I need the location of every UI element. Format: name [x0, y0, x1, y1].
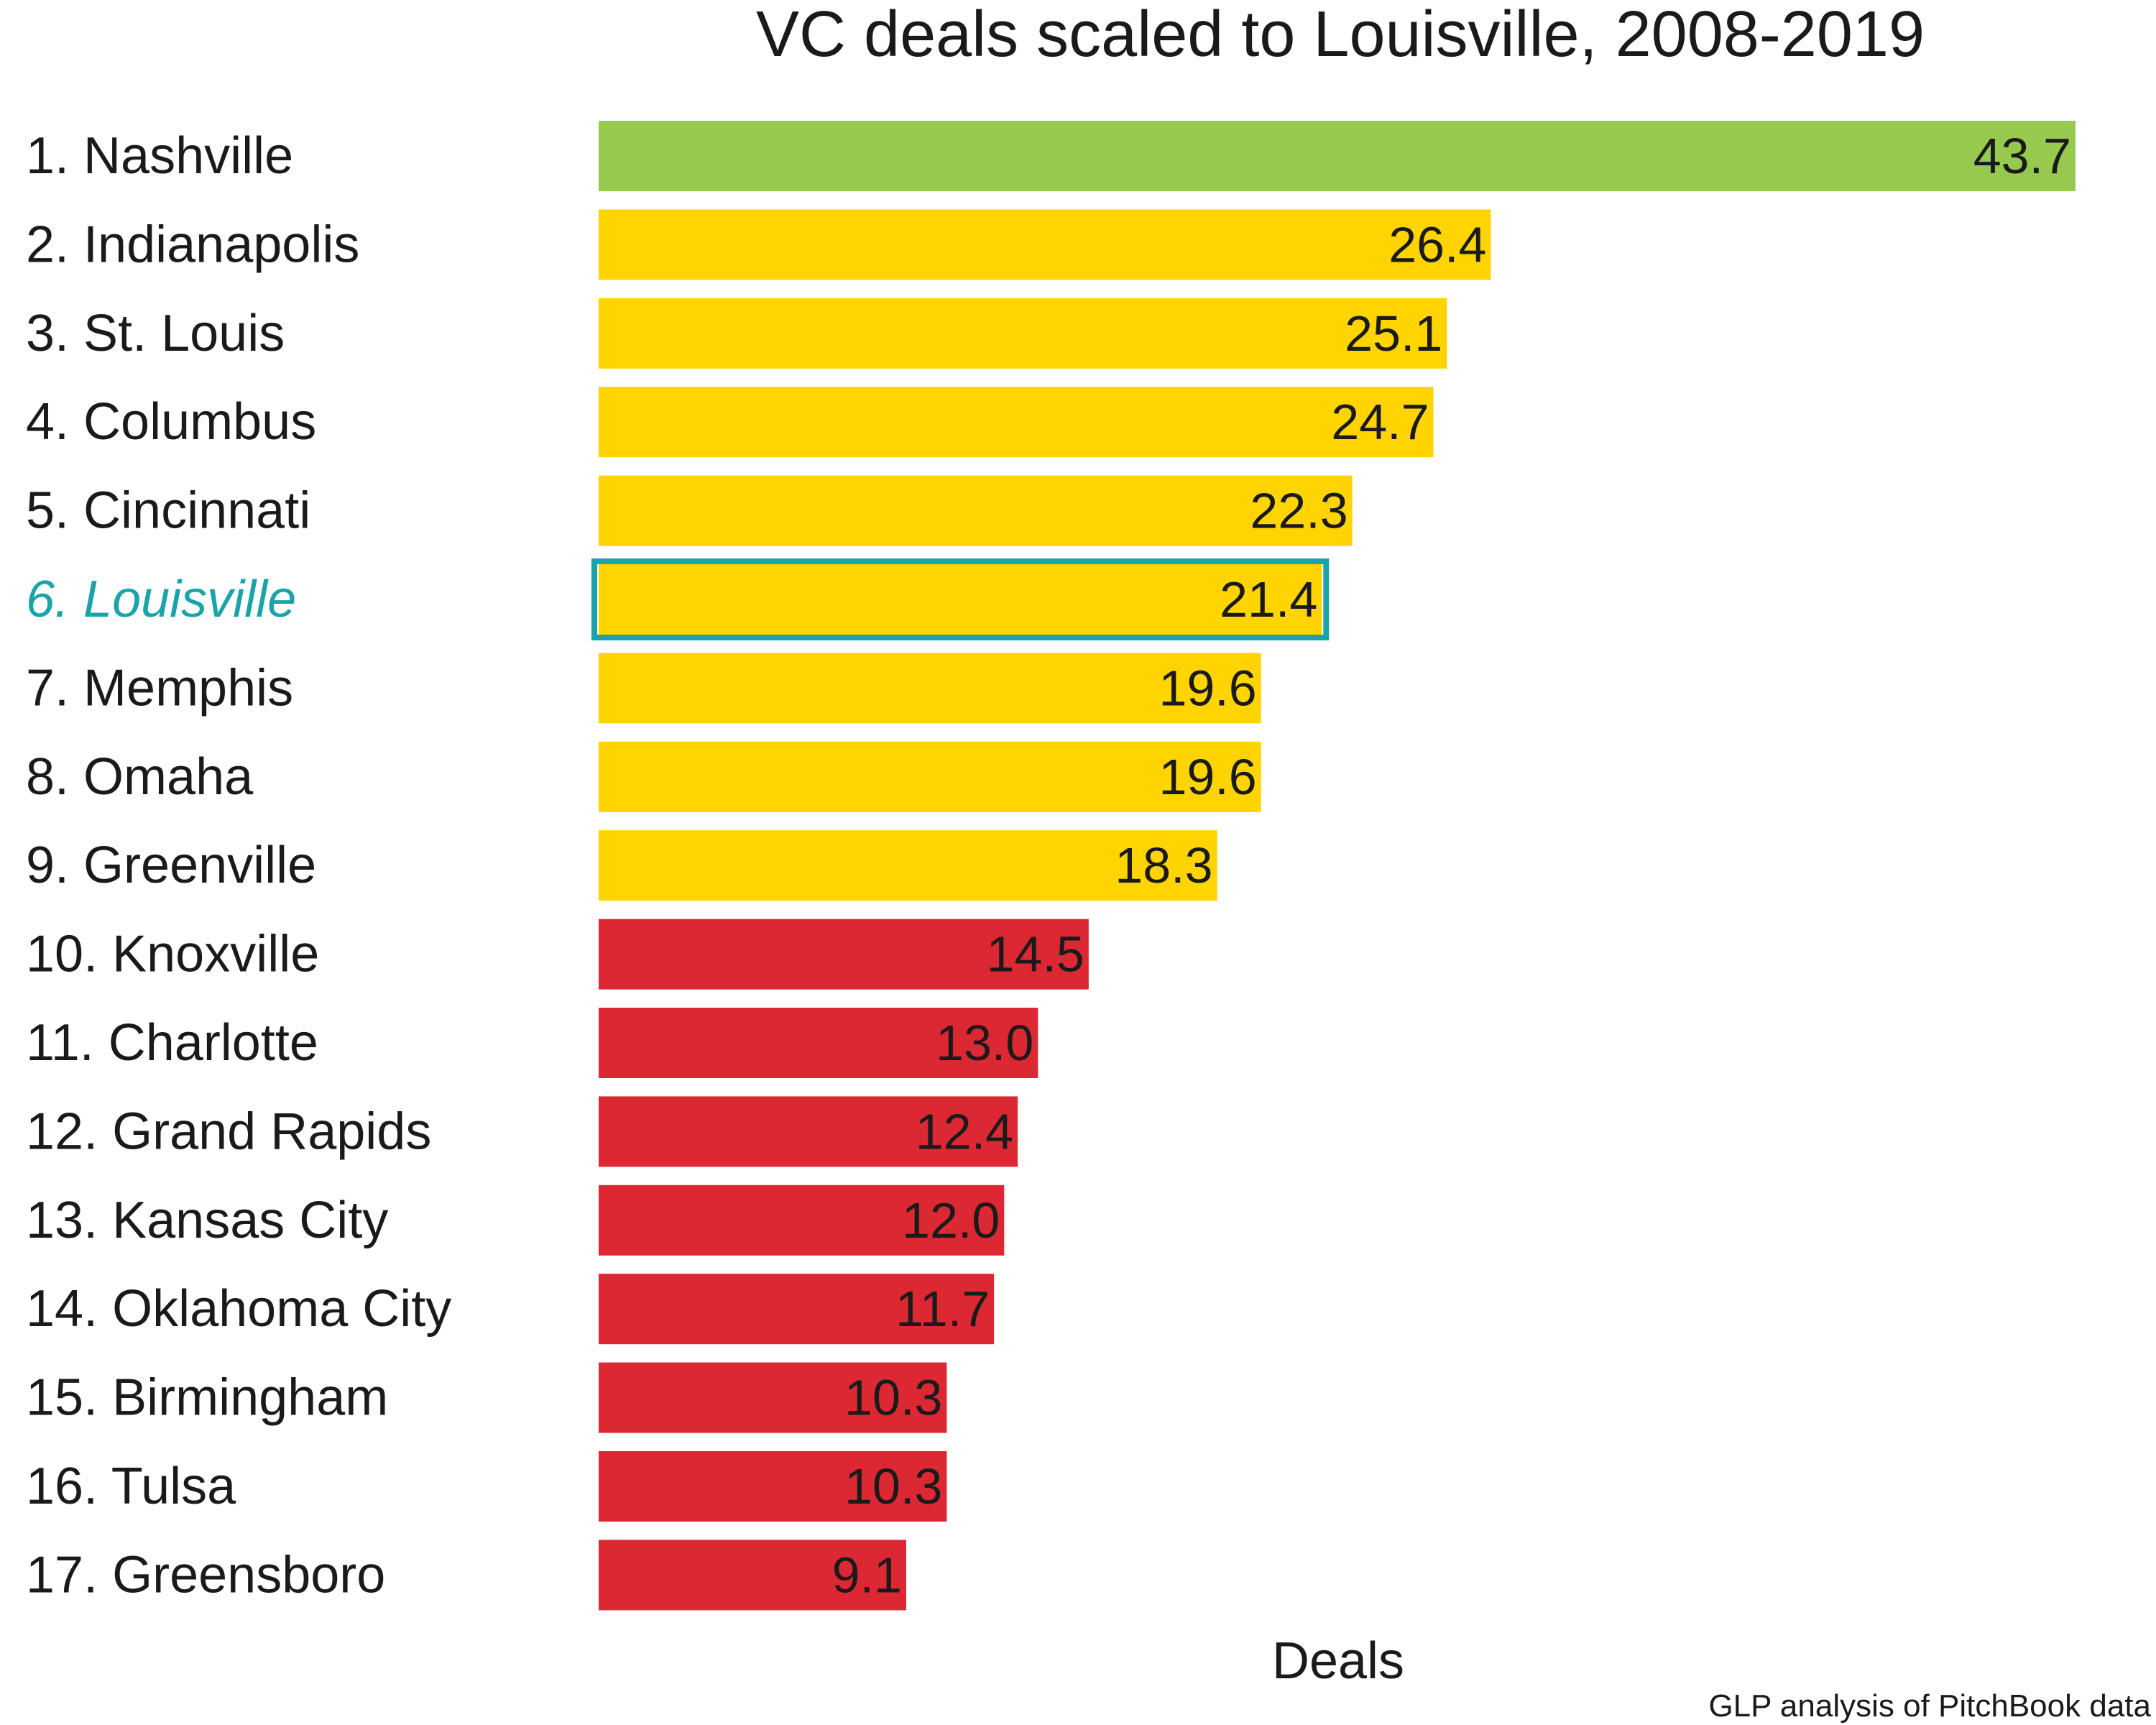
- category-label-tulsa: 16. Tulsa: [26, 1458, 236, 1515]
- bar-greensboro: [599, 1540, 906, 1611]
- bar-memphis: [599, 653, 1261, 724]
- category-label-greenville: 9. Greenville: [26, 837, 316, 894]
- value-label-st-louis: 25.1: [1345, 305, 1442, 362]
- value-label-grand-rapids: 12.4: [916, 1103, 1013, 1159]
- bar-st-louis: [599, 298, 1447, 369]
- category-labels: 1. Nashville 2. Indianapolis 3. St. Louis 4…: [26, 127, 451, 1604]
- bar-birmingham: [599, 1362, 947, 1433]
- category-label-st-louis: 3. St. Louis: [26, 305, 285, 362]
- louisville-highlight-box: [591, 558, 1330, 640]
- category-label-cincinnati: 5. Cincinnati: [26, 482, 310, 540]
- value-label-greensboro: 9.1: [832, 1547, 902, 1603]
- bar-tulsa: [599, 1451, 947, 1522]
- bar-nashville: [599, 121, 2076, 191]
- value-label-indianapolis: 26.4: [1388, 216, 1486, 272]
- source-note: GLP analysis of PitchBook data: [1708, 1688, 2151, 1724]
- bar-indianapolis: [599, 209, 1491, 280]
- chart-title: VC deals scaled to Louisville, 2008-2019: [756, 0, 1925, 70]
- value-label-oklahoma-city: 11.7: [895, 1281, 990, 1337]
- bar-knoxville: [599, 919, 1089, 990]
- value-label-tulsa: 10.3: [844, 1458, 942, 1514]
- category-label-knoxville: 10. Knoxville: [26, 926, 319, 983]
- value-label-louisville: 21.4: [1220, 571, 1317, 627]
- value-label-columbus: 24.7: [1331, 394, 1429, 450]
- value-label-memphis: 19.6: [1158, 660, 1256, 716]
- category-label-nashville: 1. Nashville: [26, 127, 293, 185]
- bar-greenville: [599, 830, 1217, 901]
- category-label-louisville: 6. Louisville: [26, 571, 296, 628]
- value-label-charlotte: 13.0: [936, 1015, 1033, 1071]
- bar-omaha: [599, 741, 1261, 812]
- value-label-birmingham: 10.3: [844, 1370, 942, 1426]
- category-label-charlotte: 11. Charlotte: [26, 1014, 318, 1072]
- bar-grand-rapids: [599, 1096, 1018, 1167]
- bar-oklahoma-city: [599, 1274, 995, 1345]
- bar-cincinnati: [599, 475, 1353, 546]
- category-label-greensboro: 17. Greensboro: [26, 1546, 385, 1604]
- value-label-omaha: 19.6: [1158, 749, 1256, 805]
- category-label-grand-rapids: 12. Grand Rapids: [26, 1103, 431, 1160]
- category-label-oklahoma-city: 14. Oklahoma City: [26, 1280, 451, 1338]
- bar-kansas-city: [599, 1184, 1005, 1256]
- value-labels: 43.7 26.4 25.1 24.7 22.3 21.4 19.6 19.6 18.3 14.5…: [832, 128, 2071, 1603]
- category-label-kansas-city: 13. Kansas City: [26, 1192, 388, 1249]
- bar-louisville: [599, 564, 1322, 635]
- category-label-columbus: 4. Columbus: [26, 393, 316, 451]
- category-label-indianapolis: 2. Indianapolis: [26, 216, 359, 273]
- value-label-nashville: 43.7: [1973, 128, 2071, 184]
- bars-group: [599, 121, 2076, 1611]
- value-label-cincinnati: 22.3: [1250, 483, 1348, 539]
- value-label-kansas-city: 12.0: [902, 1192, 1000, 1248]
- value-label-greenville: 18.3: [1115, 837, 1212, 893]
- bar-charlotte: [599, 1008, 1038, 1078]
- bar-columbus: [599, 387, 1434, 458]
- x-axis-label: Deals: [1272, 1632, 1404, 1690]
- category-label-birmingham: 15. Birmingham: [26, 1369, 388, 1427]
- category-label-omaha: 8. Omaha: [26, 748, 254, 806]
- value-label-knoxville: 14.5: [987, 926, 1084, 983]
- category-label-memphis: 7. Memphis: [26, 659, 293, 717]
